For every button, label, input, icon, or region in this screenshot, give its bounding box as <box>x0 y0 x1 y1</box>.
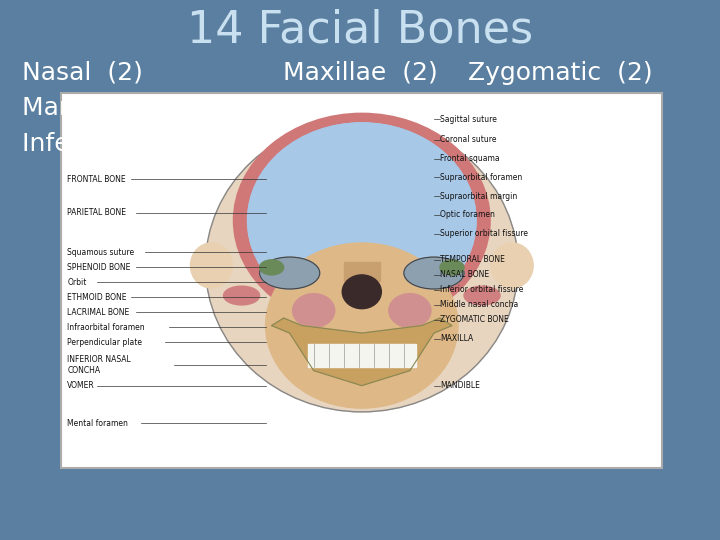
Text: Mental foramen: Mental foramen <box>67 418 128 428</box>
Bar <box>307 345 416 367</box>
Text: Sagittal suture: Sagittal suture <box>440 114 497 124</box>
Bar <box>61 93 662 468</box>
Text: INFERIOR NASAL
CONCHA: INFERIOR NASAL CONCHA <box>67 355 131 375</box>
Text: Superior orbital fissure: Superior orbital fissure <box>440 229 528 238</box>
Text: Nasal  (2): Nasal (2) <box>22 61 143 85</box>
Ellipse shape <box>248 123 476 318</box>
Text: Squamous suture: Squamous suture <box>67 248 135 257</box>
Text: Maxillae  (2): Maxillae (2) <box>283 61 437 85</box>
Text: Zygomatic  (2): Zygomatic (2) <box>468 61 652 85</box>
Ellipse shape <box>404 257 464 289</box>
Ellipse shape <box>260 257 320 289</box>
Bar <box>343 262 380 280</box>
Ellipse shape <box>464 286 500 305</box>
Text: VOMER: VOMER <box>67 381 95 390</box>
Text: Coronal suture: Coronal suture <box>440 136 497 144</box>
Text: MAXILLA: MAXILLA <box>440 334 473 343</box>
Text: Inferior orbital fissure: Inferior orbital fissure <box>440 286 523 294</box>
Ellipse shape <box>342 275 382 309</box>
Text: Supraorbital foramen: Supraorbital foramen <box>440 173 522 182</box>
Text: SPHENOID BONE: SPHENOID BONE <box>67 263 130 272</box>
Polygon shape <box>271 318 452 386</box>
Text: Optic foramen: Optic foramen <box>440 211 495 219</box>
Text: ETHMOID BONE: ETHMOID BONE <box>67 293 127 302</box>
Text: TEMPORAL BONE: TEMPORAL BONE <box>440 255 505 265</box>
Ellipse shape <box>223 286 260 305</box>
Text: Supraorbital margin: Supraorbital margin <box>440 192 517 200</box>
Ellipse shape <box>191 243 233 288</box>
Text: Perpendicular plate: Perpendicular plate <box>67 338 143 347</box>
Text: Mandible  (1): Mandible (1) <box>22 96 187 120</box>
Text: Orbit: Orbit <box>67 278 86 287</box>
Ellipse shape <box>248 123 476 318</box>
Text: FRONTAL BONE: FRONTAL BONE <box>67 175 126 184</box>
Ellipse shape <box>205 119 518 412</box>
Text: Inferior nasal conchae  (2): Inferior nasal conchae (2) <box>22 131 351 155</box>
Text: ZYGOMATIC BONE: ZYGOMATIC BONE <box>440 315 509 325</box>
Ellipse shape <box>292 294 335 327</box>
Text: Infraorbital foramen: Infraorbital foramen <box>67 323 145 332</box>
Ellipse shape <box>389 294 431 327</box>
Ellipse shape <box>491 243 533 288</box>
Text: Frontal squama: Frontal squama <box>440 154 500 163</box>
Text: NASAL BONE: NASAL BONE <box>440 271 489 279</box>
Text: MANDIBLE: MANDIBLE <box>440 381 480 390</box>
Text: LACRIMAL BONE: LACRIMAL BONE <box>67 308 130 317</box>
Ellipse shape <box>260 260 284 275</box>
Text: Palatine  (2): Palatine (2) <box>468 96 619 120</box>
Text: Vomer  (1): Vomer (1) <box>468 131 600 155</box>
Ellipse shape <box>266 243 458 408</box>
Ellipse shape <box>235 116 488 326</box>
Ellipse shape <box>440 260 464 275</box>
Text: 14 Facial Bones: 14 Facial Bones <box>187 8 533 51</box>
Text: Lacrimal  (2): Lacrimal (2) <box>281 96 439 120</box>
Text: PARIETAL BONE: PARIETAL BONE <box>67 208 126 218</box>
Text: Middle nasal concha: Middle nasal concha <box>440 300 518 309</box>
